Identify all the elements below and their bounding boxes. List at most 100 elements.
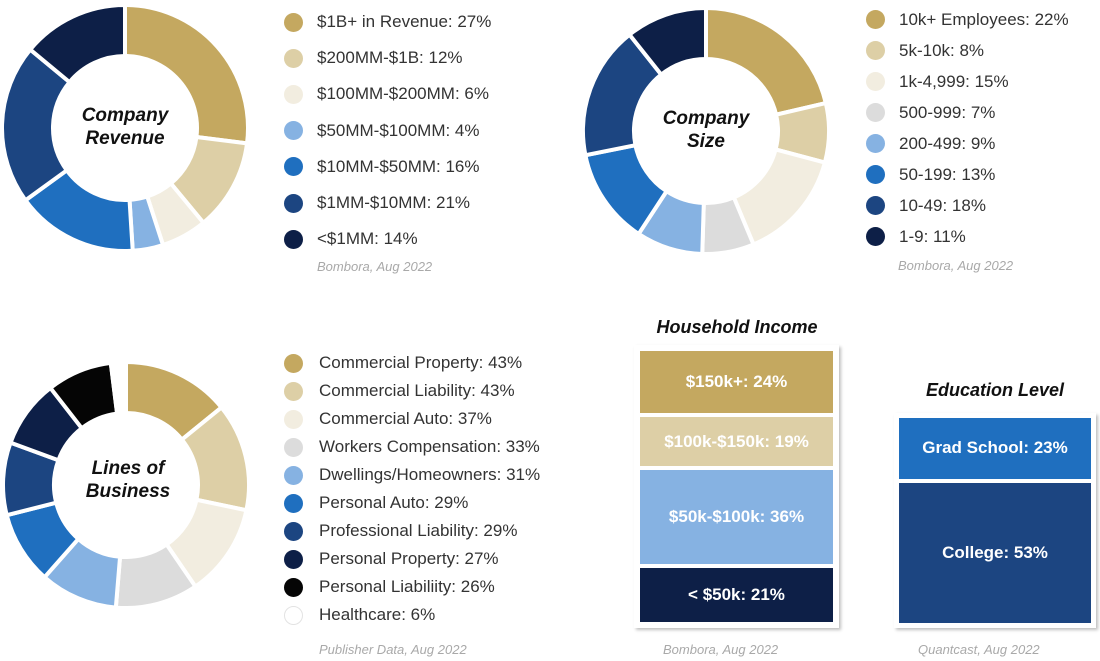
- legend-swatch: [866, 41, 885, 60]
- legend-swatch: [284, 229, 303, 249]
- legend-item: 1k-4,999: 15%: [866, 66, 1069, 97]
- legend-label: Healthcare: 6%: [319, 605, 436, 624]
- legend-item: 500-999: 7%: [866, 97, 1069, 128]
- legend-swatch: [284, 48, 303, 68]
- donut-title-line: Revenue: [85, 128, 165, 149]
- legend-label: Workers Compensation: 33%: [319, 437, 540, 456]
- legend-label: 200-499: 9%: [899, 133, 996, 153]
- legend-swatch: [284, 381, 303, 401]
- legend-label: $1B+ in Revenue: 27%: [317, 12, 492, 32]
- lines-of-business-title: Lines of Business: [53, 457, 203, 503]
- legend-item: 200-499: 9%: [866, 128, 1069, 159]
- legend-item: $10MM-$50MM: 16%: [284, 149, 491, 185]
- education-level-stack: Grad School: 23% College: 53%: [894, 413, 1096, 628]
- legend-swatch: [284, 437, 303, 457]
- legend-label: $50MM-$100MM: 4%: [317, 120, 480, 140]
- company-revenue-legend: $1B+ in Revenue: 27% $200MM-$1B: 12% $100M…: [284, 4, 491, 257]
- stack-segment-grad-school-23: Grad School: 23%: [899, 418, 1091, 479]
- legend-label: $1MM-$10MM: 21%: [317, 193, 471, 213]
- legend-label: Personal Auto: 29%: [319, 493, 469, 512]
- lines-of-business-legend: Commercial Property: 43% Commercial Liabi…: [284, 349, 540, 629]
- legend-label: 10k+ Employees: 22%: [899, 9, 1069, 29]
- donut-slice: [123, 2, 250, 146]
- company-size-donut: [581, 5, 831, 257]
- donut-title-line: Company: [81, 105, 169, 126]
- legend-label: Commercial Liability: 43%: [319, 381, 515, 400]
- legend-label: 1k-4,999: 15%: [899, 71, 1009, 91]
- legend-swatch: [866, 134, 885, 153]
- education-level-source: Quantcast, Aug 2022: [918, 642, 1040, 657]
- legend-item: Personal Auto: 29%: [284, 489, 540, 517]
- education-level-title: Education Level: [925, 380, 1065, 400]
- company-size-title: Company Size: [631, 107, 781, 153]
- legend-swatch: [866, 103, 885, 122]
- legend-swatch: [866, 165, 885, 184]
- company-revenue-title: Company Revenue: [50, 104, 200, 150]
- legend-item: Commercial Property: 43%: [284, 349, 540, 377]
- legend-swatch: [284, 84, 303, 104]
- stack-segment-100k-150k-19: $100k-$150k: 19%: [640, 417, 833, 467]
- legend-item: Personal Property: 27%: [284, 545, 540, 573]
- company-revenue-source: Bombora, Aug 2022: [317, 259, 433, 274]
- legend-label: $200MM-$1B: 12%: [317, 48, 463, 68]
- household-income-source: Bombora, Aug 2022: [663, 642, 779, 657]
- legend-item: Dwellings/Homeowners: 31%: [284, 461, 540, 489]
- stack-segment-50k-100k-36: $50k-$100k: 36%: [640, 470, 833, 564]
- legend-item: $50MM-$100MM: 4%: [284, 113, 491, 149]
- legend-label: Personal Property: 27%: [319, 549, 499, 568]
- legend-item: 50-199: 13%: [866, 159, 1069, 190]
- legend-label: Commercial Auto: 37%: [319, 409, 492, 428]
- donut-title-line: Size: [686, 131, 726, 152]
- legend-swatch: [284, 353, 303, 373]
- legend-label: <$1MM: 14%: [317, 229, 418, 249]
- legend-swatch: [284, 465, 303, 485]
- household-income-stack: $150k+: 24% $100k-$150k: 19% $50k-$100k: 3…: [634, 345, 839, 628]
- company-size-legend: 10k+ Employees: 22% 5k-10k: 8% 1k-4,999: 1…: [866, 4, 1069, 252]
- legend-item: $100MM-$200MM: 6%: [284, 76, 491, 112]
- legend-item: 5k-10k: 8%: [866, 35, 1069, 66]
- legend-swatch: [284, 193, 303, 213]
- stack-segment-college-53: College: 53%: [899, 482, 1091, 623]
- legend-item: 10k+ Employees: 22%: [866, 4, 1069, 35]
- legend-label: Commercial Property: 43%: [319, 353, 523, 372]
- legend-swatch: [866, 72, 885, 91]
- legend-label: 50-199: 13%: [899, 164, 996, 184]
- legend-swatch: [284, 121, 303, 141]
- company-size-source: Bombora, Aug 2022: [898, 258, 1014, 273]
- stack-segment-150k-24: $150k+: 24%: [640, 351, 833, 414]
- legend-item: <$1MM: 14%: [284, 221, 491, 257]
- donut-slice: [108, 359, 128, 416]
- stack-segment-50k-21: < $50k: 21%: [640, 567, 833, 622]
- legend-label: Personal Liabiliity: 26%: [319, 577, 495, 596]
- legend-item: Commercial Liability: 43%: [284, 377, 540, 405]
- legend-swatch: [284, 493, 303, 513]
- legend-item: 1-9: 11%: [866, 221, 1069, 252]
- donut-slice: [626, 5, 708, 78]
- donut-slice: [704, 5, 829, 118]
- legend-swatch: [284, 605, 303, 625]
- legend-swatch: [284, 409, 303, 429]
- legend-swatch: [284, 157, 303, 177]
- legend-item: $1MM-$10MM: 21%: [284, 185, 491, 221]
- legend-label: 1-9: 11%: [899, 226, 966, 246]
- legend-swatch: [866, 227, 885, 246]
- donut-slice: [27, 2, 127, 85]
- household-income-title: Household Income: [656, 317, 818, 337]
- legend-swatch: [284, 12, 303, 32]
- donut-title-line: Business: [85, 481, 171, 502]
- legend-label: 500-999: 7%: [899, 102, 996, 122]
- donut-title-line: Company: [662, 108, 750, 129]
- legend-swatch: [284, 521, 303, 541]
- legend-label: Dwellings/Homeowners: 31%: [319, 465, 541, 484]
- legend-swatch: [866, 10, 885, 29]
- legend-label: 10-49: 18%: [899, 195, 986, 215]
- company-revenue-donut: [0, 2, 250, 253]
- legend-item: Workers Compensation: 33%: [284, 433, 540, 461]
- donut-title-line: Lines of: [91, 458, 165, 479]
- legend-label: $10MM-$50MM: 16%: [317, 156, 480, 176]
- lines-of-business-donut: [1, 359, 251, 610]
- legend-item: $200MM-$1B: 12%: [284, 40, 491, 76]
- legend-label: $100MM-$200MM: 6%: [317, 84, 489, 104]
- lines-of-business-source: Publisher Data, Aug 2022: [319, 642, 467, 657]
- legend-item: Professional Liability: 29%: [284, 517, 540, 545]
